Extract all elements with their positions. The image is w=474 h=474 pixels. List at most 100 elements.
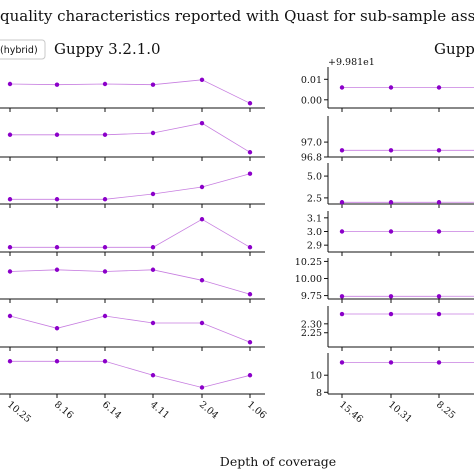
- panels: 10.25 8.16 6.14 4.11 2.04 1.06 0.01 0.00 +9.981e…: [0, 57, 474, 425]
- left-row-5-point-5: [247, 340, 253, 345]
- right-row-0-point-2: [436, 85, 442, 90]
- left-row-2-series-line: [10, 173, 251, 200]
- left-row-3-point-1: [54, 245, 60, 250]
- left-row-6-point-1: [54, 359, 60, 364]
- left-row-5-point-0: [7, 313, 13, 319]
- right-row-6-point-0: [339, 360, 345, 365]
- right-row-2-y-tick-label-1: 2.5: [307, 193, 322, 204]
- left-row-3-point-5: [247, 245, 253, 250]
- left-row-0-point-2: [102, 81, 108, 87]
- left-row-3-point-2: [102, 245, 108, 250]
- left-row-4-point-3: [150, 267, 156, 272]
- left-row-1-series-line: [10, 122, 251, 153]
- chart-title: quality characteristics reported with Qu…: [0, 7, 474, 25]
- left-row-1-point-4: [199, 121, 205, 126]
- left-row-0-point-3: [150, 82, 156, 87]
- legend: (hybrid): [0, 39, 46, 60]
- panel-title-left: Guppy 3.2.1.0: [54, 40, 161, 58]
- left-row-4-point-5: [247, 292, 253, 297]
- left-row-1-point-2: [102, 132, 108, 137]
- right-row-1-y-tick-label-1: 96.8: [301, 153, 322, 164]
- left-row-0-point-1: [54, 82, 60, 87]
- left-row-5-point-3: [150, 320, 156, 326]
- right-row-3-y-tick-label-1: 3.0: [307, 227, 322, 238]
- left-row-0-series-line: [9, 79, 251, 104]
- right-row-3-point-0: [339, 229, 345, 234]
- left-row-2-point-2: [102, 197, 108, 202]
- right-x-tick-label-0: 15.46: [337, 399, 365, 425]
- right-row-3-point-2: [436, 229, 442, 234]
- left-x-tick-label-3: 4.11: [148, 399, 171, 421]
- legend-label: (hybrid): [0, 45, 38, 56]
- left-row-3-point-4: [199, 217, 205, 222]
- right-row-4-point-2: [436, 294, 442, 299]
- left-row-5-point-1: [54, 326, 60, 331]
- left-x-tick-label-0: 10.25: [5, 399, 33, 425]
- left-row-1-point-3: [150, 130, 156, 136]
- right-x-tick-label-1: 10.31: [386, 399, 414, 425]
- right-row-3-y-tick-label-0: 3.1: [307, 213, 322, 224]
- left-row-3-point-3: [150, 245, 156, 250]
- left-row-2-point-4: [199, 184, 205, 190]
- right-row-2-y-tick-label-0: 5.0: [307, 172, 322, 183]
- left-row-5-point-4: [199, 320, 205, 326]
- right-row-0-offset-label: +9.981e1: [328, 57, 375, 68]
- left-row-4-point-4: [199, 278, 205, 283]
- right-row-6-point-2: [436, 360, 442, 365]
- right-row-6-y-tick-label-0: 10: [310, 371, 322, 382]
- left-row-1-point-0: [7, 132, 13, 137]
- right-row-5-point-1: [388, 311, 394, 317]
- left-row-6-point-3: [150, 373, 156, 378]
- right-row-3-y-tick-label-2: 2.9: [307, 241, 322, 252]
- left-x-tick-label-5: 1.06: [245, 399, 268, 421]
- left-row-4-point-0: [7, 269, 13, 274]
- right-row-5-point-0: [339, 311, 345, 317]
- right-row-0-y-tick-label-0: 0.01: [301, 75, 322, 86]
- right-row-0-point-0: [339, 85, 345, 90]
- right-row-2-point-0: [339, 200, 345, 205]
- right-row-4-point-1: [388, 294, 394, 299]
- x-axis-label: Depth of coverage: [220, 454, 336, 469]
- right-row-2-point-2: [436, 200, 442, 205]
- left-row-2-point-3: [150, 191, 156, 197]
- left-row-0-point-5: [247, 101, 253, 106]
- left-row-6-point-2: [102, 359, 108, 364]
- left-row-1-point-5: [247, 150, 253, 155]
- right-row-4-point-0: [339, 294, 345, 299]
- right-row-1-point-1: [388, 148, 394, 153]
- right-row-1-y-tick-label-0: 97.0: [301, 138, 322, 149]
- left-row-3-point-0: [7, 245, 13, 250]
- left-x-tick-label-1: 8.16: [52, 399, 75, 421]
- left-row-0-point-4: [199, 77, 205, 83]
- right-row-4-y-tick-label-0: 10.25: [295, 257, 322, 268]
- left-row-4-point-1: [54, 267, 60, 272]
- left-row-6-point-5: [247, 373, 253, 378]
- left-row-2-point-0: [7, 197, 13, 202]
- right-row-2-point-1: [388, 200, 394, 205]
- right-row-5-point-2: [436, 311, 442, 317]
- right-row-1-point-2: [436, 148, 442, 153]
- left-row-4-series-line: [9, 269, 251, 295]
- left-row-1-point-1: [54, 132, 60, 137]
- panel-title-right: Gupp: [434, 40, 474, 58]
- right-x-tick-label-2: 8.25: [434, 399, 457, 421]
- right-row-6-y-tick-label-1: 8: [316, 388, 322, 399]
- legend-box: [0, 39, 46, 60]
- left-row-6-series-line: [10, 360, 251, 388]
- right-row-4-y-tick-label-2: 9.75: [301, 291, 322, 302]
- left-row-2-point-1: [54, 197, 60, 202]
- left-x-tick-label-2: 6.14: [100, 399, 123, 421]
- left-x-tick-label-4: 2.04: [197, 399, 220, 421]
- left-row-6-point-4: [199, 385, 205, 390]
- right-row-0-y-tick-label-1: 0.00: [301, 95, 322, 106]
- left-row-6-point-0: [7, 359, 13, 364]
- right-row-5-y-tick-label-0: 2.30: [301, 319, 322, 330]
- right-row-4-y-tick-label-1: 10.00: [295, 274, 322, 285]
- left-row-3-series-line: [10, 218, 251, 248]
- right-row-6-point-1: [388, 360, 394, 365]
- left-row-4-point-2: [102, 269, 108, 274]
- right-row-1-point-0: [339, 148, 345, 153]
- right-row-3-point-1: [388, 229, 394, 234]
- left-row-0-point-0: [7, 81, 13, 87]
